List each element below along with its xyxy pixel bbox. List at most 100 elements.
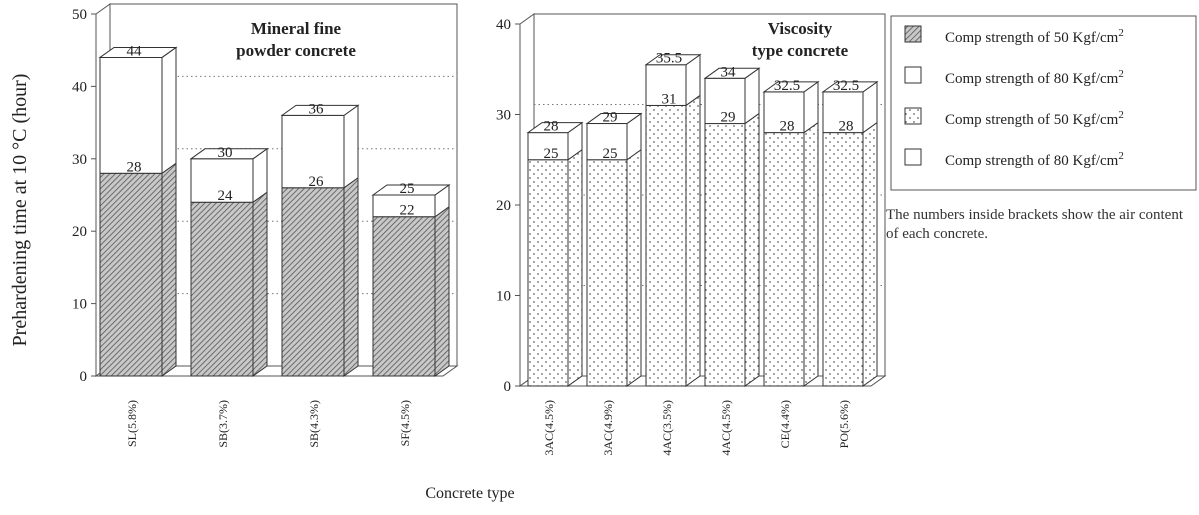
x-tick-label: 3AC(4.5%)	[542, 400, 556, 456]
bar-upper-segment-side	[161, 46, 177, 175]
bar-lower-segment-side	[626, 148, 642, 387]
data-label-upper: 32.5	[774, 78, 800, 94]
y-tick-label: 30	[496, 108, 511, 124]
x-tick-label: SB(4.3%)	[307, 400, 321, 448]
data-label-lower: 22	[400, 203, 415, 219]
data-label-lower: 25	[603, 146, 618, 162]
y-axis-label: Prehardening time at 10 °C (hour)	[9, 74, 31, 347]
bar-upper-segment	[704, 77, 746, 125]
bar-top-face	[703, 67, 761, 79]
y-tick-label: 10	[496, 289, 511, 305]
x-tick-label: PO(5.6%)	[837, 400, 851, 448]
bar-lower-segment	[704, 123, 746, 387]
bar-6: 28 32.5	[821, 78, 879, 387]
y-tick-label: 0	[80, 369, 88, 385]
legend-swatch	[904, 148, 922, 166]
bar-lower-segment-side	[161, 162, 177, 377]
bar-top-face	[371, 184, 451, 196]
bar-lower-segment-side	[685, 94, 701, 387]
legend-swatch	[904, 107, 922, 125]
bar-lower-segment	[822, 132, 864, 387]
bar-lower-segment	[190, 201, 254, 377]
legend-item-1: Comp strength of 50 Kgf/cm2	[904, 25, 1124, 46]
bar-upper-segment	[527, 132, 569, 161]
bar-lower-segment	[586, 159, 628, 387]
bar-1: 25 28	[526, 119, 584, 387]
data-label-lower: 28	[839, 119, 854, 135]
bar-top-face	[526, 122, 584, 134]
bar-2: 25 29	[585, 110, 643, 387]
y-tick-label: 30	[72, 152, 87, 168]
bar-lower-segment	[527, 159, 569, 387]
x-tick-label: CE(4.4%)	[778, 400, 792, 448]
panel-1: 0 10 20 30 40 50 28 44 SL(5.8%) 24 30 SB(3.7%) 26 36 S…	[9, 3, 459, 448]
bar-4: 29 34	[703, 64, 761, 387]
x-tick-label: 3AC(4.9%)	[601, 400, 615, 456]
data-label-lower: 31	[662, 91, 677, 107]
bar-lower-segment	[372, 216, 436, 377]
x-tick-label: SL(5.8%)	[125, 400, 139, 447]
bar-3: 26 36	[280, 101, 360, 377]
data-label-lower: 28	[780, 119, 795, 135]
bar-1: 28 44	[98, 43, 178, 377]
data-label-upper: 34	[721, 64, 737, 80]
chart-title: Viscosity type concrete	[752, 19, 849, 60]
x-tick-label: SB(3.7%)	[216, 400, 230, 448]
legend: Comp strength of 50 Kgf/cm2 Comp strength…	[890, 15, 1197, 191]
x-tick-label: SF(4.5%)	[398, 400, 412, 446]
legend-item-2: Comp strength of 80 Kgf/cm2	[904, 66, 1124, 87]
legend-label: Comp strength of 80 Kgf/cm2	[945, 68, 1124, 87]
data-label-lower: 29	[721, 110, 736, 126]
legend-label: Comp strength of 80 Kgf/cm2	[945, 150, 1124, 169]
legend-swatch	[904, 25, 922, 43]
bar-lower-segment-side	[744, 112, 760, 387]
chart-title-line: type concrete	[752, 41, 849, 60]
bar-3: 31 35.5	[644, 51, 702, 387]
data-label-upper: 30	[218, 145, 233, 161]
bar-upper-segment-side	[343, 104, 359, 189]
bar-lower-segment-side	[343, 176, 359, 377]
bar-lower-segment	[645, 104, 687, 387]
y-tick-label: 0	[504, 379, 512, 395]
y-tick-label: 10	[72, 297, 87, 313]
data-label-upper: 36	[309, 101, 325, 117]
data-label-lower: 26	[309, 174, 325, 190]
panel-2: 0 10 20 30 40 25 28 3AC(4.5%) 25 29 3AC(4.9%) 31 35.…	[496, 13, 887, 456]
x-axis-label: Concrete type	[425, 485, 514, 502]
data-label-upper: 28	[544, 119, 559, 135]
bar-lower-segment	[281, 187, 345, 377]
bar-5: 28 32.5	[762, 78, 820, 387]
legend-item-3: Comp strength of 50 Kgf/cm2	[904, 107, 1124, 128]
chart-title: Mineral fine powder concrete	[236, 19, 356, 60]
bar-top-face	[280, 104, 360, 116]
bar-2: 24 30	[189, 145, 269, 377]
data-label-upper: 32.5	[833, 78, 859, 94]
legend-box	[890, 15, 1197, 191]
bar-upper-segment	[281, 114, 345, 189]
bar-lower-segment	[99, 172, 163, 377]
y-tick-label: 50	[72, 7, 87, 23]
data-label-upper: 25	[400, 181, 415, 197]
data-label-upper: 35.5	[656, 51, 682, 67]
data-label-upper: 29	[603, 110, 618, 126]
bar-lower-segment-side	[803, 121, 819, 387]
x-tick-label: 4AC(3.5%)	[660, 400, 674, 456]
bar-lower-segment-side	[252, 191, 268, 377]
bar-top-face	[821, 81, 879, 93]
bar-top-face	[762, 81, 820, 93]
y-tick-label: 40	[72, 79, 87, 95]
y-tick-label: 40	[496, 17, 511, 33]
chart-title-line: powder concrete	[236, 41, 356, 60]
y-tick-label: 20	[72, 224, 87, 240]
bar-top-face	[644, 54, 702, 66]
bar-lower-segment-side	[434, 205, 450, 377]
legend-label: Comp strength of 50 Kgf/cm2	[945, 27, 1124, 46]
bar-upper-segment	[822, 91, 864, 134]
legend-label: Comp strength of 50 Kgf/cm2	[945, 109, 1124, 128]
data-label-upper: 44	[127, 43, 143, 59]
footnote: The numbers inside brackets show the air…	[886, 207, 1183, 242]
bar-upper-segment	[586, 123, 628, 161]
data-label-lower: 28	[127, 159, 142, 175]
